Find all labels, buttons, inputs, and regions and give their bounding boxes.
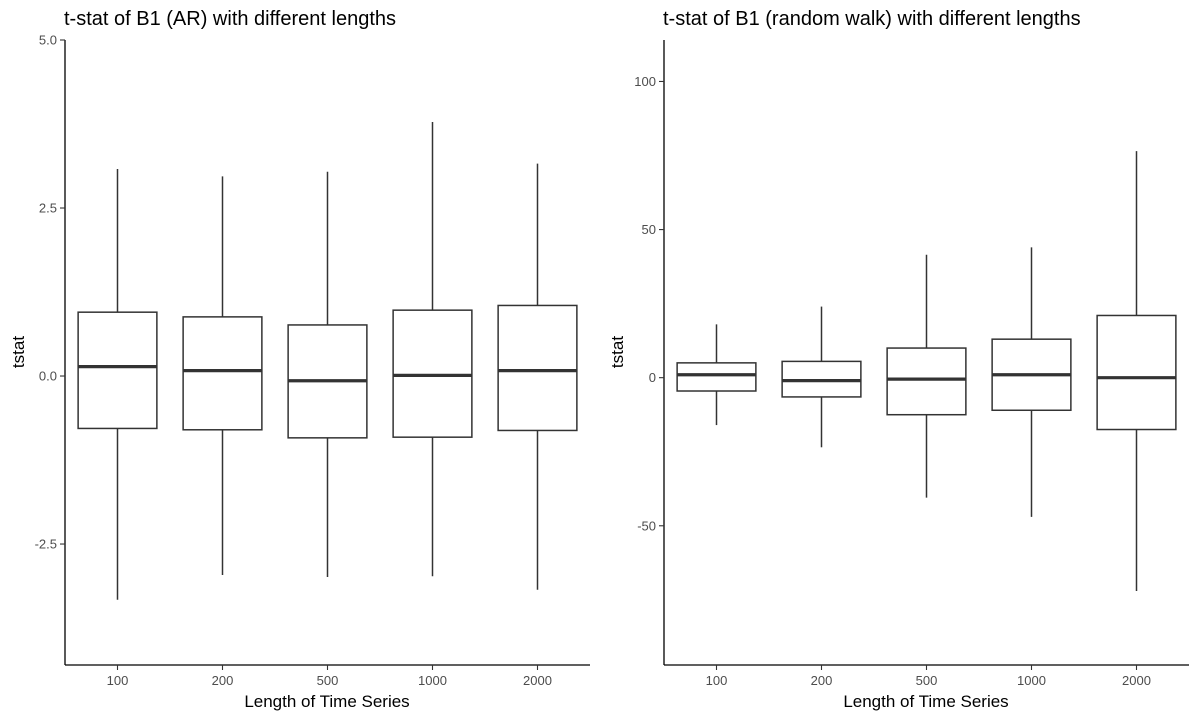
x-tick-label: 200: [212, 673, 234, 688]
x-tick-label: 100: [706, 673, 728, 688]
y-tick-label: -50: [637, 518, 656, 533]
x-axis-title: Length of Time Series: [244, 692, 409, 711]
y-tick-label: 50: [642, 222, 656, 237]
iqr-box: [886, 347, 967, 416]
iqr-box: [392, 309, 473, 438]
x-tick-label: 500: [317, 673, 339, 688]
boxplot-2000: [497, 163, 578, 590]
boxplot-500: [886, 254, 967, 498]
boxplot-100: [77, 169, 158, 600]
y-axis-title: tstat: [9, 336, 28, 368]
panel-random-walk: t-stat of B1 (random walk) with differen…: [608, 8, 1189, 711]
boxplot-500: [287, 171, 368, 577]
boxplot-1000: [392, 121, 473, 577]
boxplot-2000: [1096, 151, 1177, 591]
y-tick-label: 100: [634, 74, 656, 89]
iqr-box: [182, 316, 263, 431]
boxplot-100: [676, 324, 757, 426]
plot-area: 5.0 2.5 0.0 -2.5 100 200 500 1000 2000: [35, 33, 590, 688]
x-tick-label: 2000: [523, 673, 552, 688]
iqr-box: [497, 304, 578, 432]
chart-title: t-stat of B1 (random walk) with differen…: [663, 8, 1081, 30]
x-tick-label: 1000: [1017, 673, 1046, 688]
chart-title: t-stat of B1 (AR) with different lengths: [64, 8, 396, 30]
iqr-box: [1096, 314, 1177, 431]
x-tick-label: 100: [107, 673, 129, 688]
iqr-box: [77, 311, 158, 430]
boxplot-200: [781, 306, 862, 448]
boxplot-1000: [991, 247, 1072, 517]
x-tick-label: 2000: [1122, 673, 1151, 688]
y-tick-label: 0.0: [39, 369, 57, 384]
iqr-box: [676, 362, 757, 392]
y-axis-title: tstat: [608, 336, 627, 368]
x-axis-title: Length of Time Series: [843, 692, 1008, 711]
y-tick-label: 5.0: [39, 33, 57, 48]
boxplot-200: [182, 176, 263, 575]
y-tick-label: -2.5: [35, 537, 57, 552]
x-tick-label: 200: [811, 673, 833, 688]
y-tick-label: 0: [649, 370, 656, 385]
panel-ar: t-stat of B1 (AR) with different lengths…: [9, 8, 590, 711]
x-tick-label: 500: [916, 673, 938, 688]
x-tick-label: 1000: [418, 673, 447, 688]
y-tick-label: 2.5: [39, 201, 57, 216]
